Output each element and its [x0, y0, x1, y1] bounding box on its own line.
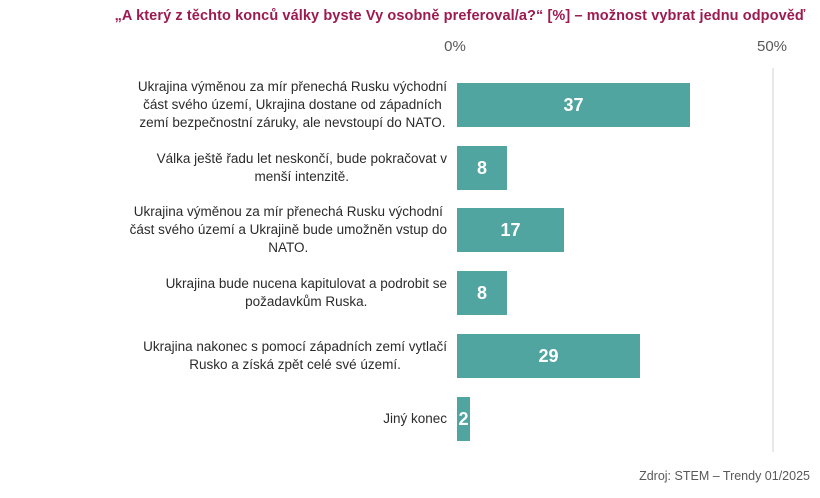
bar: 2	[457, 397, 470, 441]
bar-value-label: 8	[476, 282, 487, 303]
category-label: Ukrajina nakonec s pomocí západních zemí…	[80, 334, 447, 378]
category-label: Válka ještě řadu let neskončí, bude pokr…	[80, 146, 447, 190]
category-label-text: Ukrajina výměnou za mír přenechá Rusku v…	[129, 204, 447, 255]
category-label: Jiný konec	[80, 397, 447, 441]
chart-row: Ukrajina nakonec s pomocí západních zemí…	[0, 334, 820, 378]
x-axis-tick-0: 0%	[444, 38, 466, 55]
gridline-50-percent	[772, 68, 774, 452]
category-label: Ukrajina bude nucena kapitulovat a podro…	[80, 271, 447, 315]
chart-row: Jiný konec 2	[0, 397, 820, 441]
bar: 37	[457, 83, 690, 127]
bar: 8	[457, 271, 507, 315]
bar-value-label: 2	[458, 408, 469, 429]
chart-row: Válka ještě řadu let neskončí, bude pokr…	[0, 146, 820, 190]
category-label-text: Ukrajina výměnou za mír přenechá Rusku v…	[137, 79, 447, 130]
chart-row: Ukrajina bude nucena kapitulovat a podro…	[0, 271, 820, 315]
bar-value-label: 17	[500, 219, 521, 240]
bar: 29	[457, 334, 640, 378]
chart-row: Ukrajina výměnou za mír přenechá Rusku v…	[0, 204, 820, 255]
category-label: Ukrajina výměnou za mír přenechá Rusku v…	[80, 204, 447, 255]
bar-value-label: 37	[563, 94, 584, 115]
source-note: Zdroj: STEM – Trendy 01/2025	[639, 469, 810, 483]
chart-title: „A který z těchto konců války byste Vy o…	[114, 8, 806, 24]
bar: 17	[457, 208, 564, 252]
category-label-text: Jiný konec	[383, 411, 447, 427]
x-axis-tick-50: 50%	[756, 38, 788, 55]
bar-value-label: 8	[476, 157, 487, 178]
bar: 8	[457, 146, 507, 190]
category-label-text: Ukrajina bude nucena kapitulovat a podro…	[165, 276, 447, 309]
category-label: Ukrajina výměnou za mír přenechá Rusku v…	[80, 79, 447, 130]
bar-value-label: 29	[538, 345, 559, 366]
category-label-text: Válka ještě řadu let neskončí, bude pokr…	[156, 151, 447, 184]
category-label-text: Ukrajina nakonec s pomocí západních zemí…	[143, 339, 447, 372]
chart-row: Ukrajina výměnou za mír přenechá Rusku v…	[0, 79, 820, 130]
